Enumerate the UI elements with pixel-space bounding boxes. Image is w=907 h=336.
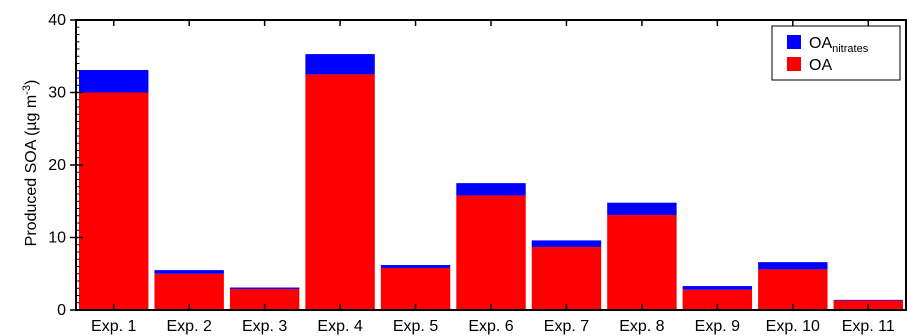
legend-swatch-oa xyxy=(787,57,801,71)
bar-oa-2 xyxy=(154,273,224,310)
y-tick-label: 40 xyxy=(48,12,66,29)
x-tick-label: Exp. 2 xyxy=(167,318,212,335)
bars-layer xyxy=(79,54,903,311)
x-tick-label: Exp. 1 xyxy=(91,318,136,335)
bar-oa-3 xyxy=(229,288,300,310)
legend-label-oa: OA xyxy=(809,57,832,74)
x-tick-label: Exp. 3 xyxy=(242,318,287,335)
y-axis-label: Produced SOA (µg m-3) xyxy=(21,80,40,247)
labels-layer: Exp. 1 Exp. 2 Exp. 3 Exp. 4 Exp. 5 Exp. 6 Exp.… xyxy=(48,12,895,335)
x-tick-label: Exp. 10 xyxy=(766,318,820,335)
x-tick-label: Exp. 4 xyxy=(317,318,362,335)
bar-oa-nitrates-4 xyxy=(305,54,375,75)
legend: OAnitrates OA xyxy=(771,25,901,81)
bar-oa-nitrates-6 xyxy=(456,183,526,196)
legend-label-oa-nitrates: OAnitrates xyxy=(809,35,869,55)
bar-oa-nitrates-8 xyxy=(607,202,677,216)
bar-oa-5 xyxy=(380,267,451,310)
x-tick-label: Exp. 6 xyxy=(468,318,513,335)
bar-oa-nitrates-2 xyxy=(154,270,224,274)
y-tick-label: 20 xyxy=(48,157,66,174)
bar-oa-9 xyxy=(682,289,753,310)
y-tick-label: 0 xyxy=(57,302,66,319)
bar-oa-nitrates-1 xyxy=(79,70,149,93)
bar-oa-6 xyxy=(456,195,526,310)
legend-swatch-oa-nitrates xyxy=(787,35,801,49)
y-tick-label: 30 xyxy=(48,85,66,102)
bar-oa-7 xyxy=(531,246,602,310)
bar-oa-1 xyxy=(79,92,149,310)
bar-oa-nitrates-9 xyxy=(682,286,753,290)
bar-oa-nitrates-10 xyxy=(758,262,828,270)
bar-oa-nitrates-7 xyxy=(531,240,602,247)
ticks-layer xyxy=(70,19,870,311)
bar-oa-8 xyxy=(607,215,677,310)
x-tick-label: Exp. 5 xyxy=(393,318,438,335)
x-tick-label: Exp. 7 xyxy=(544,318,589,335)
x-tick-label: Exp. 11 xyxy=(842,318,895,335)
bar-oa-nitrates-3 xyxy=(229,287,300,289)
bar-oa-nitrates-11 xyxy=(833,299,903,301)
y-tick-label: 10 xyxy=(48,230,66,247)
x-tick-label: Exp. 8 xyxy=(619,318,664,335)
bar-oa-4 xyxy=(305,74,375,311)
bar-oa-10 xyxy=(758,269,828,310)
bar-oa-nitrates-5 xyxy=(380,265,451,268)
x-tick-label: Exp. 9 xyxy=(695,318,740,335)
